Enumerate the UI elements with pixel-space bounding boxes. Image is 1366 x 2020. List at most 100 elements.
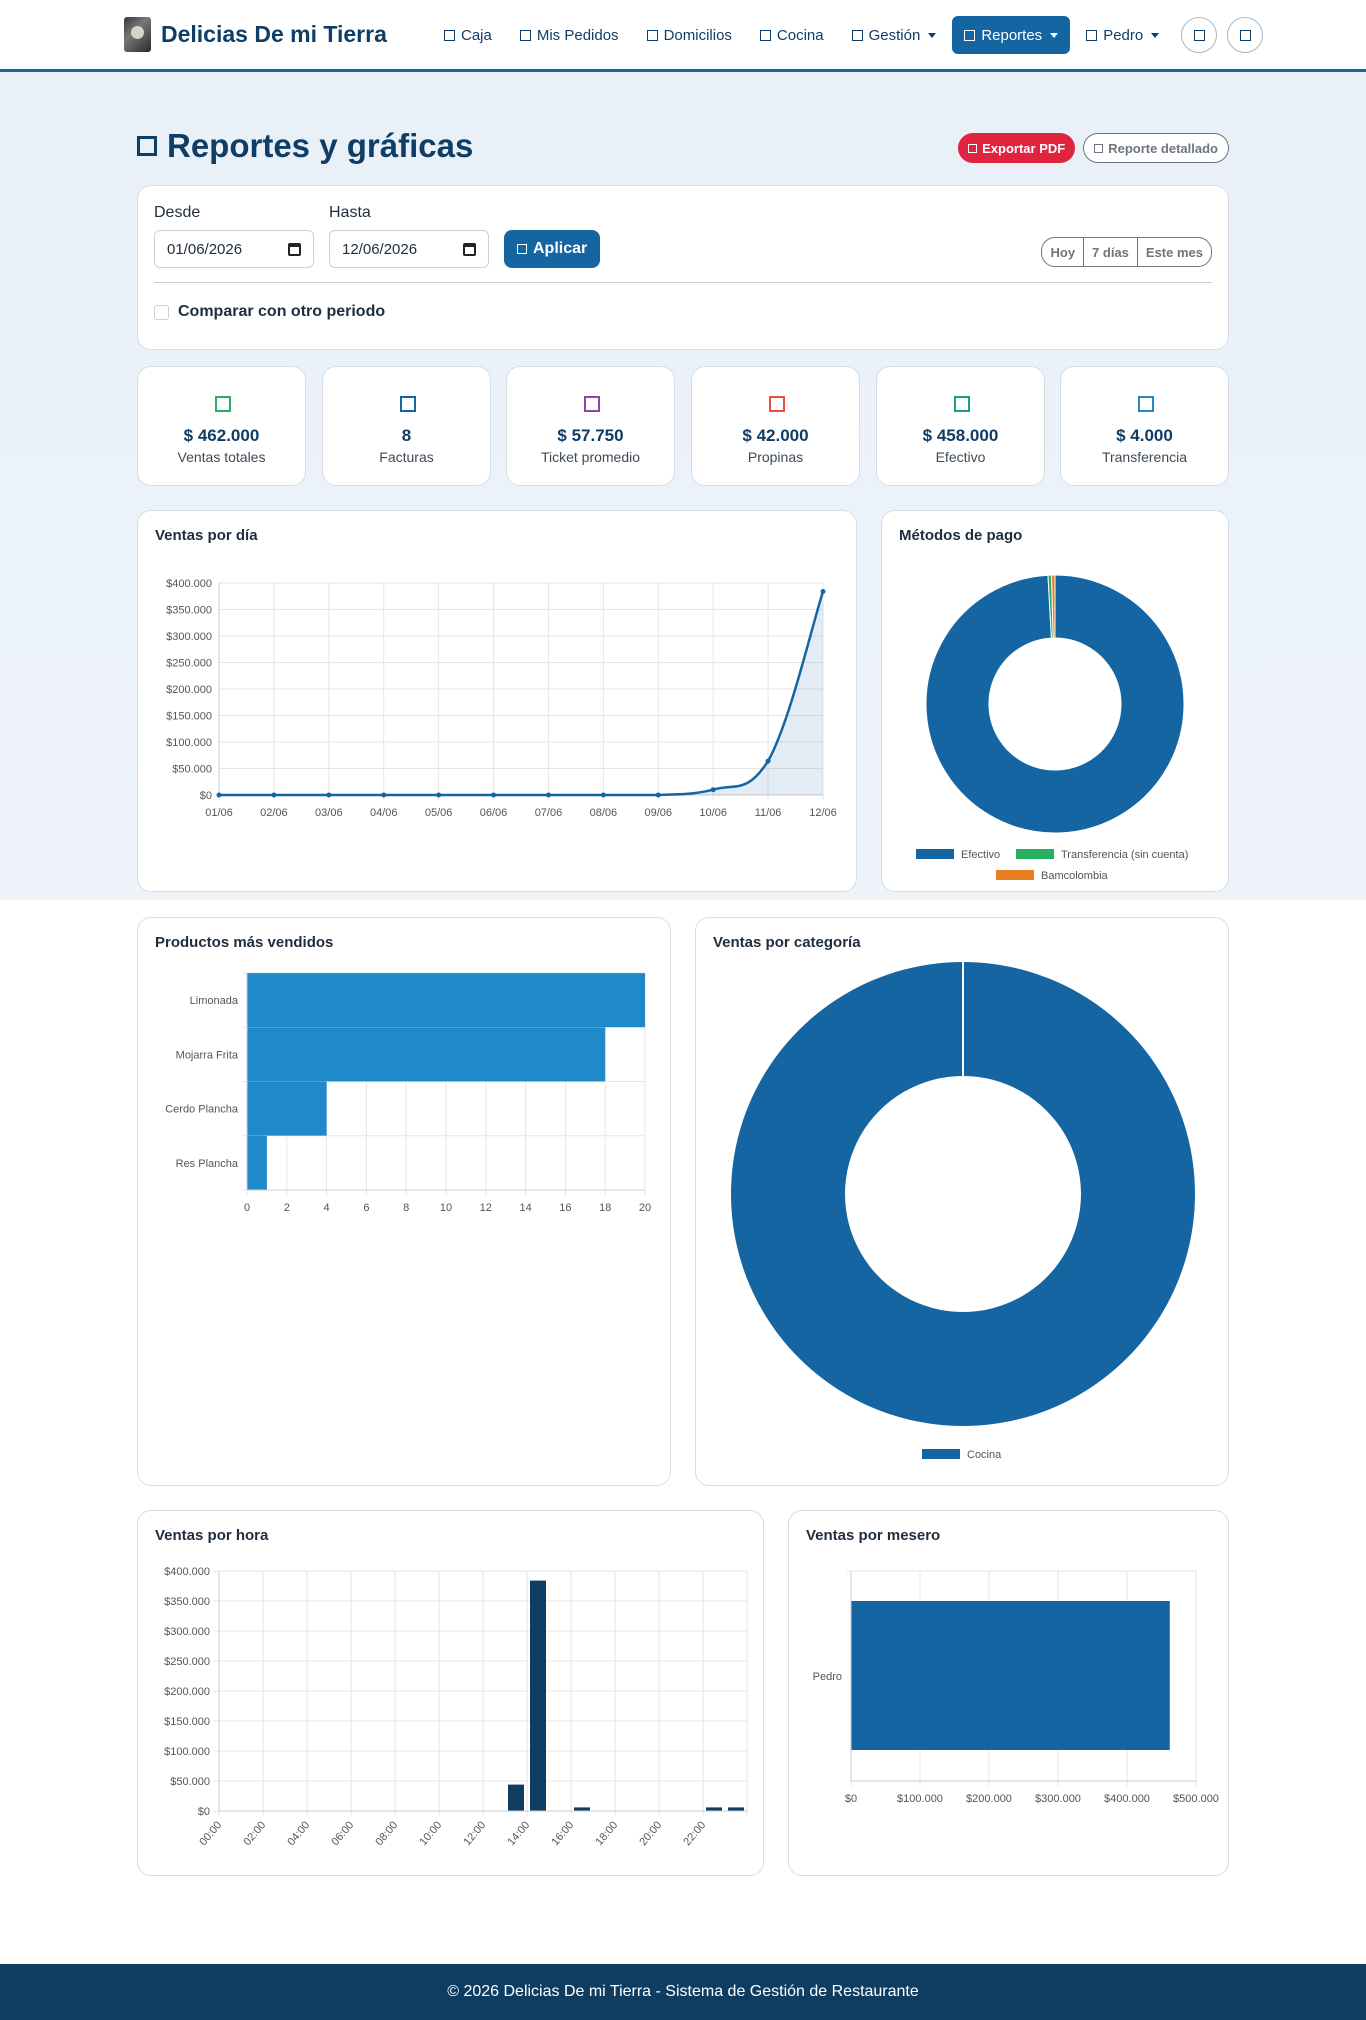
y-tick-label: $0 (200, 790, 212, 802)
detailed-report-button[interactable]: Reporte detallado (1083, 133, 1229, 163)
data-point (436, 792, 442, 798)
x-tick-label: 08:00 (373, 1819, 400, 1848)
nav-item-cocina[interactable]: Cocina (748, 16, 836, 54)
categoria-chart: Cocina (730, 962, 1195, 1461)
y-tick-label: $200.000 (164, 1686, 210, 1698)
stat-value: 8 (401, 426, 412, 445)
bar (530, 1580, 546, 1811)
from-label: Desde (154, 204, 201, 221)
y-tick-label: $150.000 (164, 1716, 210, 1728)
x-tick-label: 16:00 (549, 1819, 576, 1848)
to-date-input[interactable]: 12/06/2026 (329, 230, 489, 268)
compare-checkbox[interactable] (154, 305, 169, 320)
chevron-down-icon (928, 32, 937, 38)
theme-icon (1193, 29, 1205, 41)
stat-label: Propinas (747, 449, 804, 465)
x-tick-label: 18:00 (593, 1819, 620, 1848)
quick-range-this-month[interactable]: Este mes (1145, 244, 1203, 260)
chevron-down-icon (1050, 32, 1059, 38)
data-point (820, 588, 826, 594)
x-tick-label: 16 (559, 1202, 571, 1214)
data-point (271, 792, 277, 798)
bar (706, 1807, 722, 1811)
bar (728, 1807, 744, 1811)
y-tick-label: Mojarra Frita (176, 1049, 239, 1061)
quick-range-7-days[interactable]: 7 días (1084, 238, 1138, 266)
orders-icon (519, 29, 531, 41)
stat-card-facturas: 8 Facturas (322, 366, 491, 486)
x-tick-label: 12:00 (461, 1819, 488, 1848)
filter-card: Desde 01/06/2026 Hasta 12/06/2026 Aplica… (137, 185, 1229, 350)
nav-item-domicilios[interactable]: Domicilios (635, 16, 744, 54)
x-tick-label: $400.000 (1104, 1793, 1150, 1805)
theme-toggle-button[interactable] (1181, 17, 1218, 53)
export-pdf-button[interactable]: Exportar PDF (958, 133, 1076, 163)
x-tick-label: 10 (440, 1202, 452, 1214)
stat-label: Transferencia (1101, 449, 1188, 465)
nav-item-gestion[interactable]: Gestión (840, 16, 949, 54)
ticket-icon (584, 396, 600, 412)
x-tick-label: 18 (599, 1202, 611, 1214)
y-tick-label: $50.000 (172, 764, 212, 776)
y-tick-label: $400.000 (164, 1566, 210, 1578)
y-tick-label: $200.000 (166, 684, 212, 696)
logout-button[interactable] (1227, 17, 1264, 53)
x-tick-label: 14 (519, 1202, 531, 1214)
x-tick-label: 00:00 (197, 1819, 224, 1848)
legend-label: Transferencia (sin cuenta) (1061, 849, 1188, 861)
pie-slice (730, 962, 1195, 1426)
data-point (710, 787, 716, 793)
x-tick-label: 10:00 (417, 1819, 444, 1848)
nav-item-user[interactable]: Pedro (1074, 16, 1171, 54)
calendar-icon[interactable] (288, 242, 301, 256)
bar (851, 1601, 1170, 1750)
nav-item-reportes[interactable]: Reportes (952, 16, 1071, 54)
nav-item-caja[interactable]: Caja (432, 16, 504, 54)
divider (154, 282, 1212, 283)
x-tick-label: 0 (244, 1202, 250, 1214)
data-point (655, 792, 661, 798)
x-tick-label: 22:00 (681, 1819, 708, 1848)
button-label: Aplicar (533, 240, 588, 257)
quick-range-today[interactable]: Hoy (1042, 238, 1085, 266)
stat-value: $ 57.750 (557, 426, 624, 445)
x-tick-label: $200.000 (966, 1793, 1012, 1805)
y-tick-label: Cerdo Plancha (165, 1104, 239, 1116)
data-point (600, 792, 606, 798)
x-tick-label: 14:00 (505, 1819, 532, 1848)
pie-slice (1050, 574, 1056, 639)
x-tick-label: 8 (403, 1202, 409, 1214)
page-title: Reportes y gráficas (167, 127, 474, 164)
x-tick-label: 11/06 (755, 807, 782, 819)
x-tick-label: 4 (324, 1202, 330, 1214)
calendar-icon[interactable] (463, 242, 476, 256)
report-icon (1094, 143, 1104, 153)
y-tick-label: $250.000 (164, 1656, 210, 1668)
x-tick-label: $300.000 (1035, 1793, 1081, 1805)
x-tick-label: 03/06 (315, 807, 343, 819)
y-tick-label: Pedro (813, 1671, 842, 1683)
series-area (219, 591, 823, 795)
nav-label: Domicilios (663, 26, 732, 44)
bar (508, 1784, 524, 1811)
x-tick-label: 12/06 (809, 807, 837, 819)
chart-title: Ventas por día (155, 527, 258, 544)
ventas-mesero-chart: $0 $100.000 $200.000 $300.000 $400.000 $500.0… (813, 1570, 1219, 1805)
money-icon (215, 396, 231, 412)
brand[interactable]: Delicias De mi Tierra (124, 17, 387, 52)
delivery-icon (646, 29, 658, 41)
nav-item-mis-pedidos[interactable]: Mis Pedidos (508, 16, 631, 54)
from-date-input[interactable]: 01/06/2026 (154, 230, 314, 268)
cash-register-icon (444, 29, 455, 41)
x-tick-label: 02:00 (241, 1819, 268, 1848)
stat-card-ventas-totales: $ 462.000 Ventas totales (137, 366, 306, 486)
legend-swatch (996, 870, 1034, 880)
apply-button[interactable]: Aplicar (504, 230, 601, 268)
stat-label: Facturas (379, 449, 434, 465)
x-tick-label: 02/06 (260, 807, 288, 819)
x-tick-label: 09/06 (645, 807, 673, 819)
stat-card-efectivo: $ 458.000 Efectivo (876, 366, 1045, 486)
footer: © 2026 Delicias De mi Tierra - Sistema d… (0, 1964, 1366, 2020)
pie-slice (925, 574, 1185, 834)
y-tick-label: Res Plancha (176, 1158, 239, 1170)
